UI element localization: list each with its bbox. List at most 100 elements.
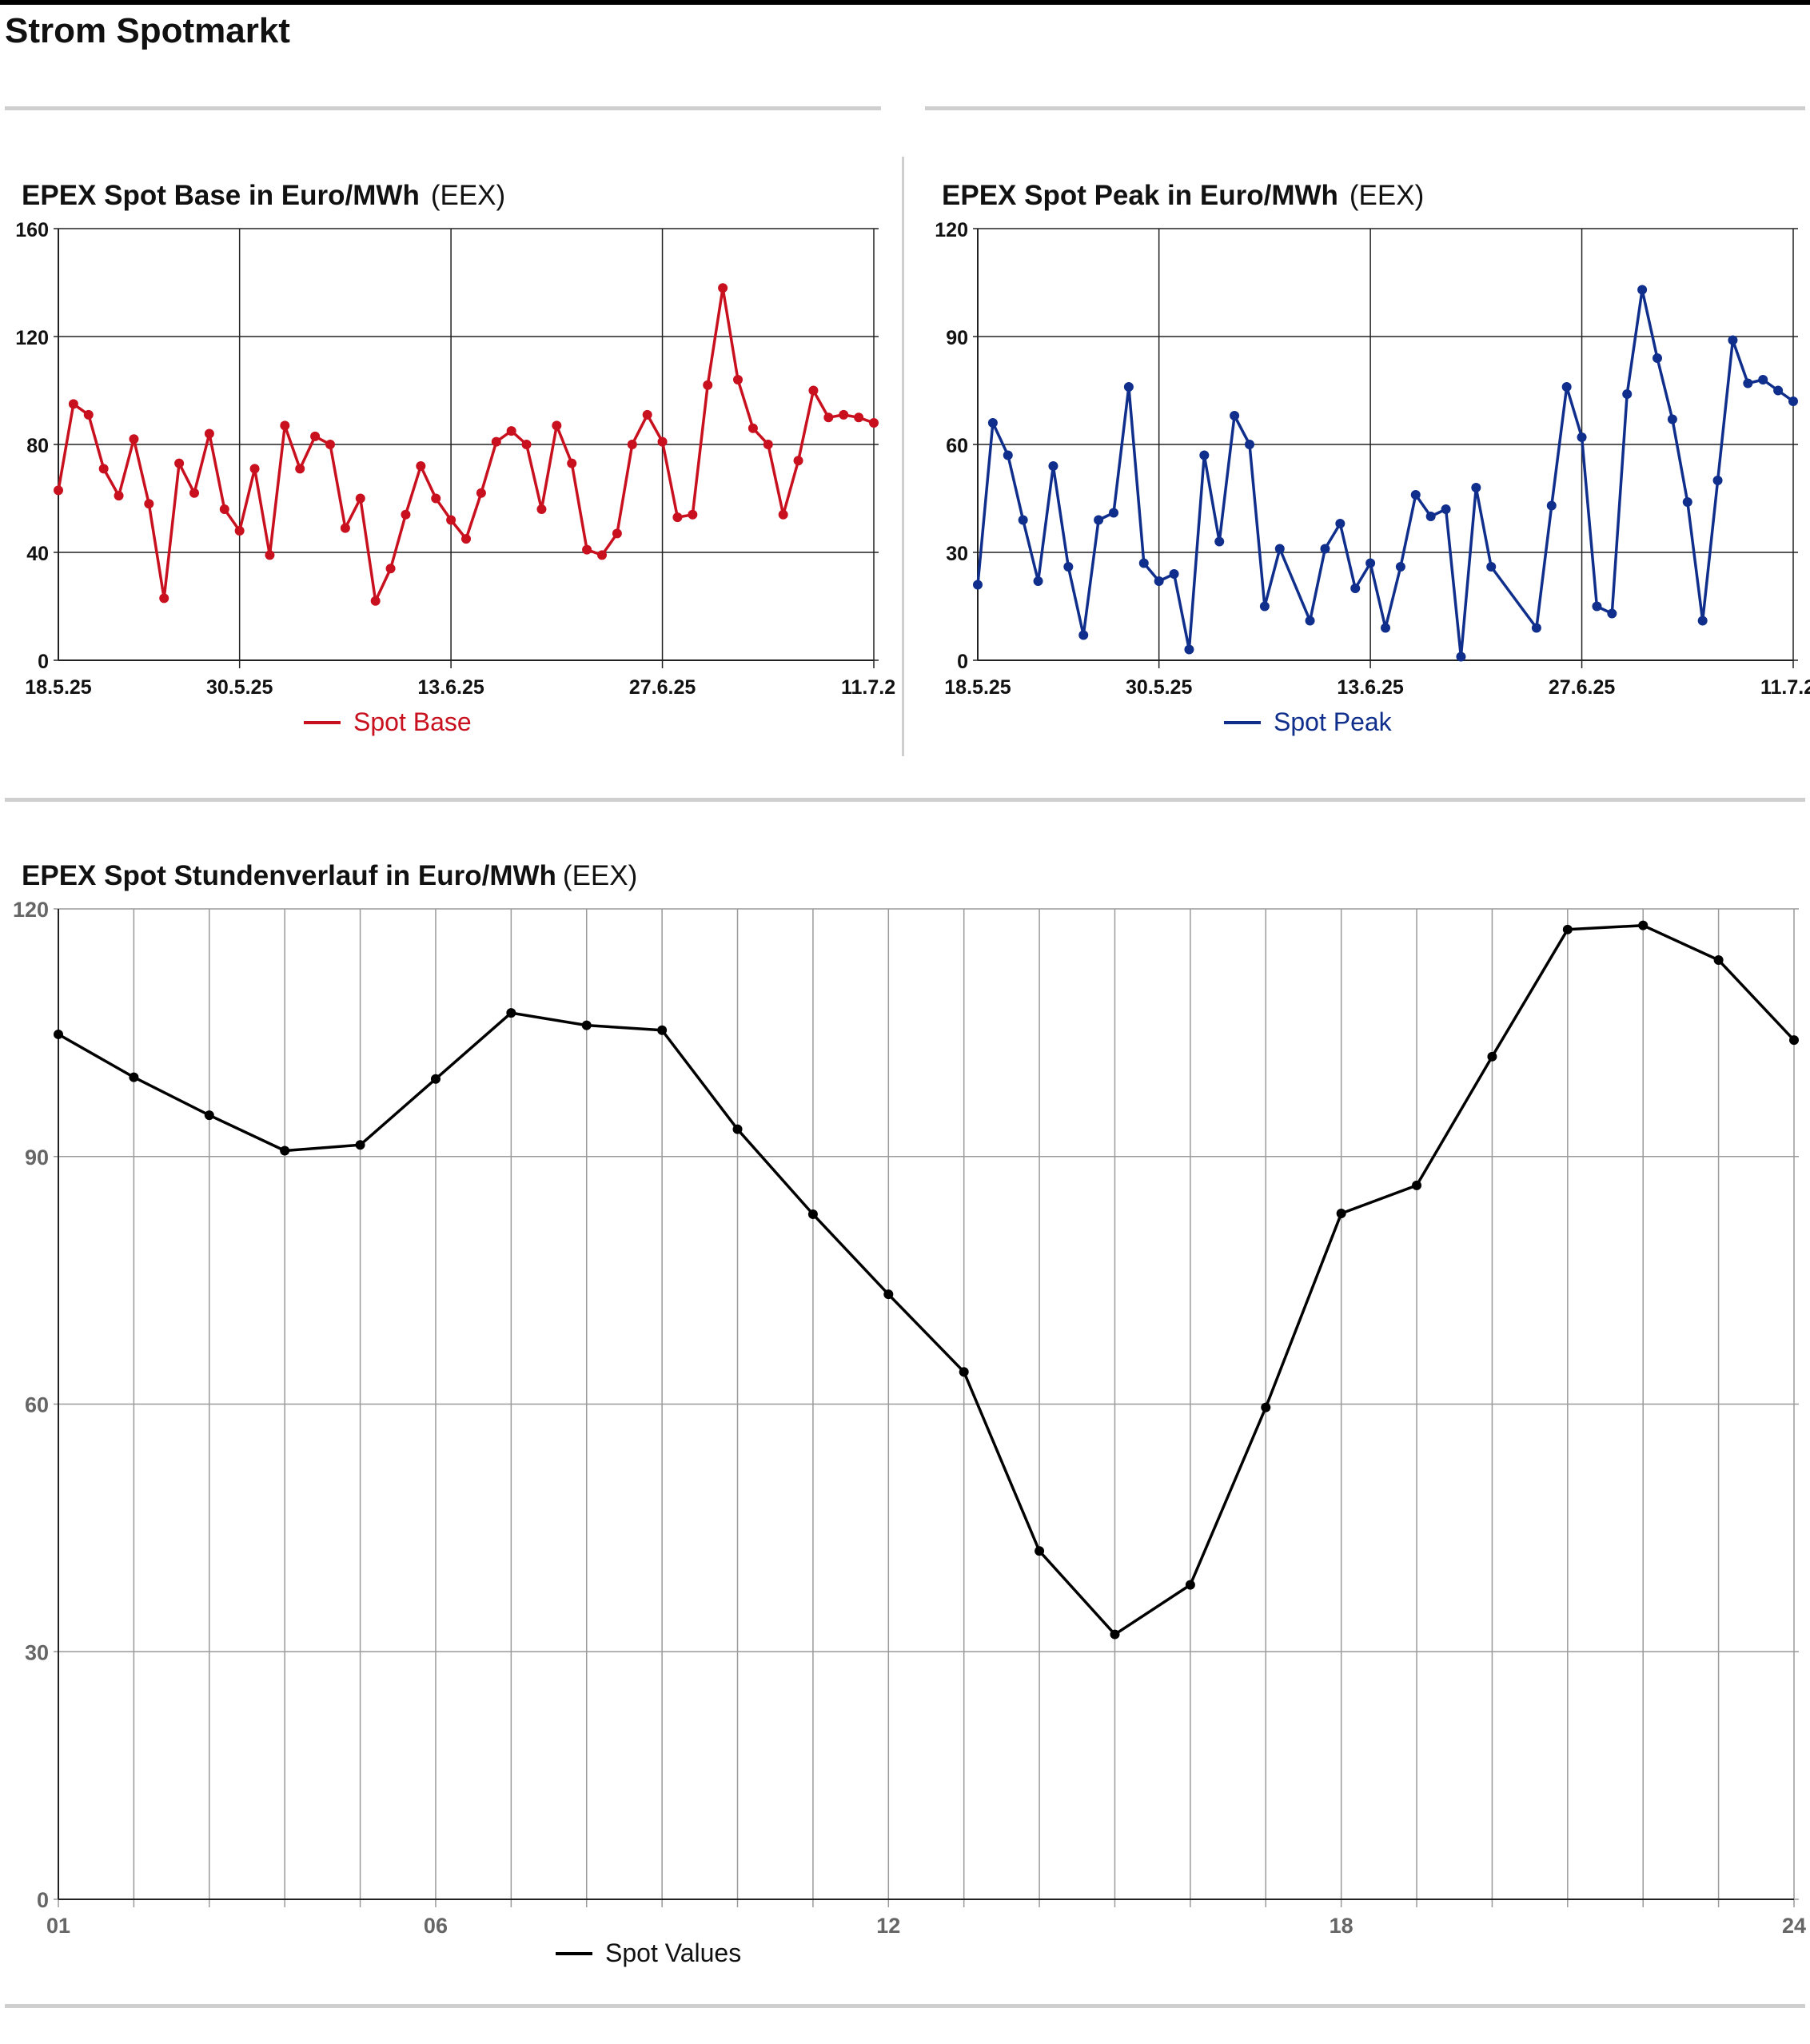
base-legend-swatch <box>304 720 341 724</box>
data-point <box>174 458 185 468</box>
data-point <box>310 431 321 441</box>
data-point <box>129 434 139 444</box>
peak-chart-title-text: EPEX Spot Peak in Euro/MWh <box>942 180 1338 211</box>
x-tick-label: 06 <box>424 1914 448 1934</box>
data-point <box>189 488 199 498</box>
data-point <box>54 1029 63 1039</box>
data-point <box>657 1025 668 1035</box>
data-point <box>1441 504 1451 514</box>
data-point <box>597 550 607 560</box>
data-point <box>807 1209 818 1220</box>
data-point <box>748 423 758 433</box>
data-point <box>1789 1035 1799 1046</box>
base-chart-title: EPEX Spot Base in Euro/MWh (EEX) <box>22 180 505 212</box>
y-tick-label: 60 <box>946 435 968 457</box>
data-point <box>1622 389 1633 399</box>
data-point <box>1035 1546 1045 1556</box>
data-point <box>1773 385 1784 396</box>
data-point <box>642 409 652 420</box>
data-point <box>476 488 486 498</box>
data-point <box>1169 569 1179 579</box>
data-point <box>249 464 260 474</box>
y-tick-label: 120 <box>935 219 968 241</box>
data-point <box>1110 1629 1120 1640</box>
data-point <box>808 385 819 396</box>
data-point <box>1214 536 1225 547</box>
data-point <box>68 399 78 409</box>
data-point <box>98 464 109 474</box>
data-point <box>521 440 532 449</box>
data-point <box>144 499 154 509</box>
data-point <box>340 523 350 533</box>
data-point <box>1123 382 1134 392</box>
divider <box>5 106 881 110</box>
data-point <box>1788 396 1798 406</box>
data-point <box>234 526 245 536</box>
data-point <box>385 564 396 574</box>
data-point <box>718 283 728 293</box>
hourly-legend-swatch <box>556 1951 592 1955</box>
data-point <box>461 534 471 544</box>
vertical-divider <box>902 157 904 756</box>
data-point <box>1350 584 1361 593</box>
x-tick-label: 11.7.25 <box>1760 676 1810 699</box>
x-tick-label: 18 <box>1330 1914 1354 1934</box>
data-point <box>854 412 864 423</box>
data-point <box>1154 576 1164 586</box>
data-point <box>401 509 411 520</box>
hourly-chart: 0 30 60 90 120 01 06 12 18 24 <box>13 898 1806 1934</box>
data-point <box>1637 285 1648 295</box>
data-point <box>703 380 713 390</box>
data-point <box>204 428 214 439</box>
top-rule <box>0 0 1810 5</box>
data-point <box>973 580 983 590</box>
data-point <box>1713 955 1724 966</box>
y-tick-label: 120 <box>15 327 49 349</box>
data-point <box>1592 601 1602 612</box>
data-point <box>219 504 229 514</box>
data-point <box>627 440 637 449</box>
data-point <box>280 420 290 431</box>
data-point <box>1487 1051 1497 1062</box>
data-point <box>325 440 335 449</box>
data-point <box>1682 497 1692 507</box>
data-point <box>1261 1402 1271 1412</box>
data-point <box>1018 515 1028 525</box>
series-line <box>58 923 1796 1636</box>
y-tick-label: 160 <box>15 219 49 241</box>
peak-chart-title: EPEX Spot Peak in Euro/MWh (EEX) <box>942 180 1424 212</box>
divider <box>5 798 1805 802</box>
data-point <box>1410 490 1421 500</box>
data-point <box>1109 508 1118 518</box>
x-tick-label: 13.6.25 <box>417 676 484 699</box>
hourly-chart-title: EPEX Spot Stundenverlauf in Euro/MWh (EEX… <box>22 860 637 892</box>
hourly-chart-source: (EEX) <box>562 860 638 891</box>
y-tick-label: 30 <box>946 543 968 565</box>
hourly-legend: Spot Values <box>556 1938 741 1968</box>
base-legend: Spot Base <box>304 707 472 737</box>
data-point <box>1546 500 1557 511</box>
data-point <box>114 491 124 501</box>
data-point <box>552 420 562 431</box>
base-chart: 0 40 80 120 160 18.5.25 30.5.25 13.6.25 27.6.25 1… <box>15 219 895 699</box>
x-tick-label: 18.5.25 <box>25 676 92 699</box>
data-point <box>1063 562 1074 572</box>
data-point <box>582 544 592 555</box>
data-point <box>1425 512 1436 521</box>
data-point <box>83 409 94 420</box>
data-point <box>1758 375 1768 384</box>
x-tick-label: 30.5.25 <box>1126 676 1193 699</box>
data-point <box>1381 623 1390 633</box>
data-point <box>883 1289 894 1300</box>
data-point <box>1562 924 1573 934</box>
data-point <box>1184 644 1194 655</box>
data-point <box>295 464 305 474</box>
data-point <box>491 436 501 447</box>
x-tick-label: 12 <box>876 1914 900 1934</box>
data-point <box>581 1020 592 1030</box>
data-point <box>1456 651 1466 662</box>
data-point <box>280 1146 290 1156</box>
data-point <box>1412 1180 1422 1190</box>
data-point <box>1697 616 1708 626</box>
y-tick-label: 90 <box>25 1146 49 1169</box>
